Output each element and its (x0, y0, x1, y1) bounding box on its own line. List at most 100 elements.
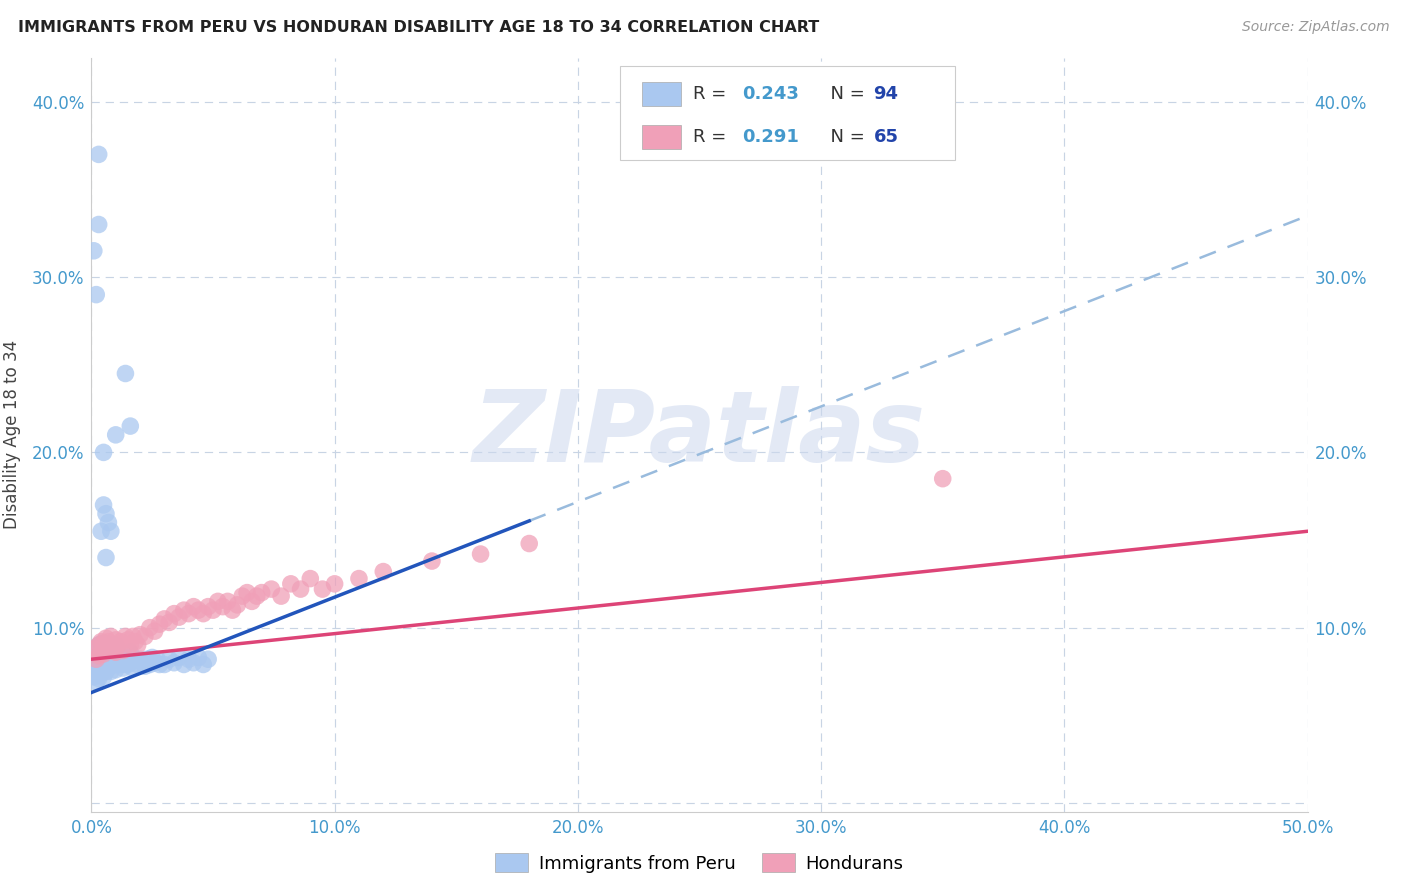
Point (373, 565, 395, 579)
Point (163, 656, 186, 670)
Point (107, 638, 129, 652)
Point (143, 656, 166, 670)
Point (104, 632, 127, 647)
Point (93, 636, 115, 650)
FancyBboxPatch shape (643, 125, 682, 149)
Point (197, 652, 219, 666)
Text: 65: 65 (873, 128, 898, 146)
Point (104, 638, 127, 652)
Point (124, 634, 146, 648)
Point (110, 657, 132, 672)
Point (84, 647, 107, 661)
Point (127, 638, 149, 652)
Point (173, 603, 195, 617)
Point (226, 598, 249, 612)
Point (177, 652, 200, 666)
Point (177, 607, 200, 621)
Point (163, 607, 186, 621)
Text: ZIPatlas: ZIPatlas (472, 386, 927, 483)
Point (87, 638, 110, 652)
Point (83, 244, 105, 258)
Point (87, 648, 110, 663)
Point (136, 652, 159, 666)
Point (131, 656, 153, 670)
FancyBboxPatch shape (643, 82, 682, 106)
Point (110, 634, 132, 648)
Point (100, 657, 122, 672)
Point (260, 582, 283, 596)
Point (100, 524, 122, 539)
Point (84, 652, 107, 666)
Point (87, 672, 110, 686)
Point (104, 650, 127, 665)
Point (100, 643, 122, 657)
Point (120, 645, 142, 659)
Point (84, 665, 107, 679)
Text: 0.243: 0.243 (742, 85, 799, 103)
Point (311, 582, 333, 596)
Point (83, 656, 105, 670)
Point (84, 652, 107, 666)
Point (93, 670, 115, 684)
Point (97, 656, 120, 670)
Point (97, 648, 120, 663)
Point (83, 670, 105, 684)
Point (167, 650, 190, 665)
Text: 0.291: 0.291 (742, 128, 799, 146)
Point (114, 367, 136, 381)
Point (94, 631, 117, 645)
Point (84, 675, 107, 690)
Point (94, 650, 117, 665)
Point (240, 594, 263, 608)
Point (83, 641, 105, 656)
Point (93, 640, 115, 654)
Text: IMMIGRANTS FROM PERU VS HONDURAN DISABILITY AGE 18 TO 34 CORRELATION CHART: IMMIGRANTS FROM PERU VS HONDURAN DISABIL… (18, 20, 820, 35)
Point (280, 577, 302, 591)
Point (90, 666, 112, 681)
Point (90, 659, 112, 673)
Point (153, 612, 176, 626)
Text: 94: 94 (873, 85, 898, 103)
Point (120, 638, 142, 652)
Point (931, 472, 953, 486)
Point (250, 585, 273, 599)
Point (117, 632, 139, 647)
Point (153, 657, 176, 672)
Point (114, 629, 136, 643)
Point (270, 589, 292, 603)
Point (97, 641, 120, 656)
Point (84, 287, 107, 301)
Point (90, 636, 112, 650)
Point (236, 585, 259, 599)
Point (173, 657, 195, 672)
Point (103, 638, 125, 652)
Point (221, 603, 243, 617)
Point (110, 650, 132, 665)
Point (93, 663, 115, 677)
Point (111, 661, 134, 675)
Point (141, 650, 163, 665)
Point (347, 572, 370, 586)
Point (87, 641, 110, 656)
Point (129, 628, 152, 642)
Point (111, 656, 134, 670)
Point (134, 659, 156, 673)
Legend: Immigrants from Peru, Hondurans: Immigrants from Peru, Hondurans (486, 845, 912, 882)
Point (100, 629, 122, 643)
Point (103, 657, 125, 672)
Text: N =: N = (818, 85, 870, 103)
Point (93, 654, 115, 668)
Point (146, 652, 169, 666)
Point (183, 599, 205, 614)
Point (94, 640, 117, 654)
Point (157, 615, 180, 630)
Point (90, 645, 112, 659)
Point (187, 650, 209, 665)
Point (193, 607, 215, 621)
Point (157, 652, 180, 666)
Point (104, 663, 127, 677)
Text: Source: ZipAtlas.com: Source: ZipAtlas.com (1241, 20, 1389, 34)
Point (211, 599, 233, 614)
Point (90, 634, 112, 648)
Point (207, 594, 229, 608)
